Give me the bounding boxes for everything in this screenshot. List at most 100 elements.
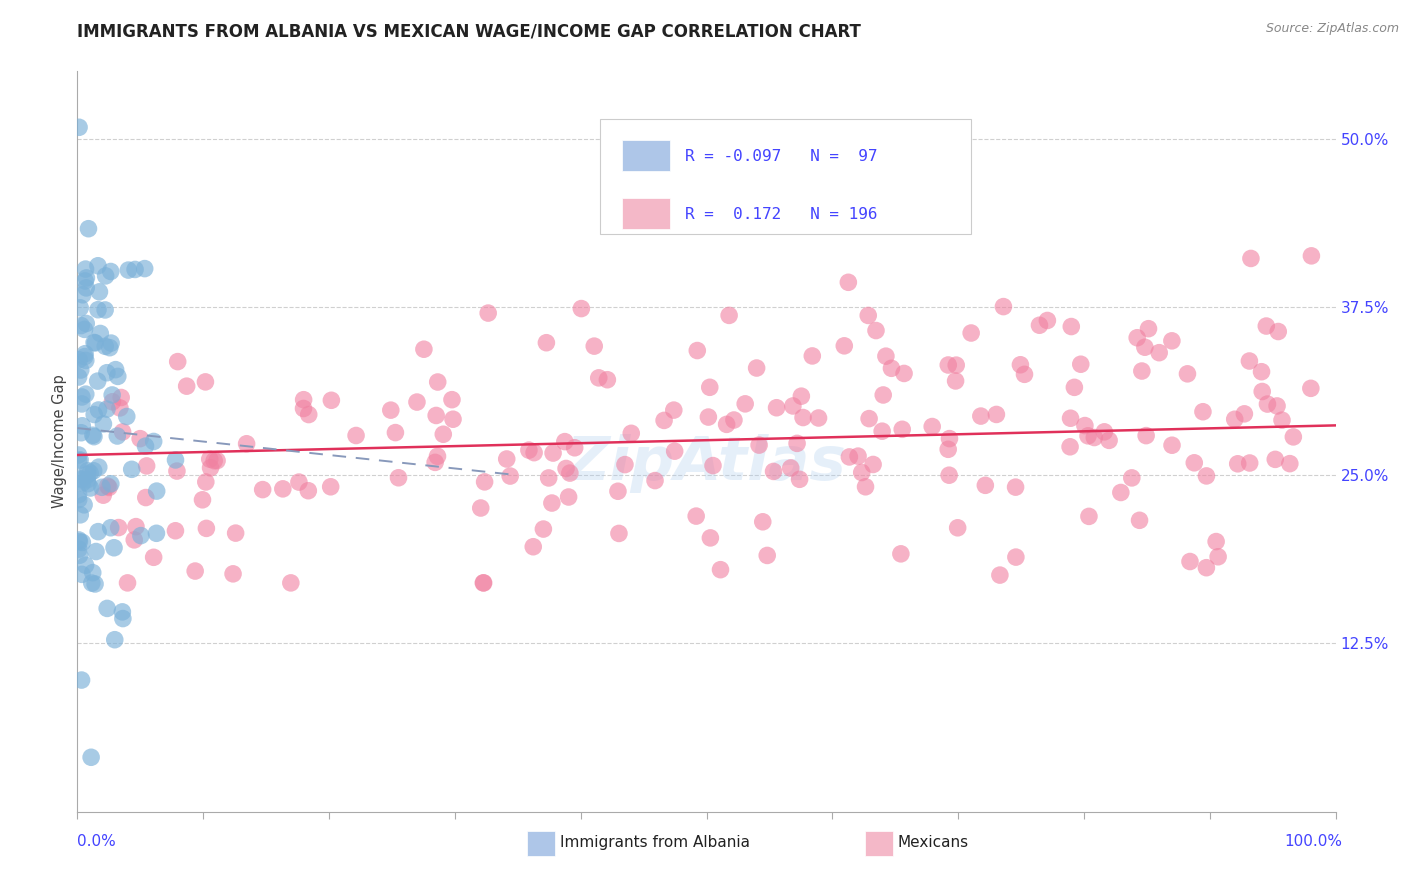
- Point: [702, 458, 724, 473]
- Point: [1226, 457, 1249, 471]
- Point: [723, 413, 745, 427]
- Point: [124, 262, 146, 277]
- Point: [100, 336, 122, 351]
- Point: [82, 566, 104, 580]
- Point: [83, 430, 105, 444]
- Point: [67, 453, 90, 467]
- Point: [69, 363, 91, 377]
- Point: [121, 462, 143, 476]
- Point: [75, 274, 97, 288]
- Point: [79, 466, 101, 480]
- Point: [69, 301, 91, 315]
- Point: [104, 362, 127, 376]
- Point: [75, 317, 97, 331]
- Point: [103, 541, 125, 555]
- Point: [107, 520, 129, 534]
- Point: [75, 387, 97, 401]
- Point: [202, 453, 225, 467]
- Point: [319, 480, 342, 494]
- Point: [558, 466, 581, 480]
- Point: [477, 306, 499, 320]
- Point: [100, 476, 122, 491]
- Point: [858, 411, 880, 425]
- Point: [98, 480, 121, 494]
- Point: [756, 549, 779, 563]
- Point: [129, 528, 152, 542]
- Point: [946, 521, 969, 535]
- Point: [105, 429, 128, 443]
- Point: [69, 548, 91, 562]
- Point: [90, 480, 112, 494]
- Point: [607, 484, 630, 499]
- Point: [94, 268, 117, 283]
- Point: [198, 452, 221, 467]
- Point: [142, 434, 165, 449]
- Point: [718, 309, 741, 323]
- Point: [1267, 325, 1289, 339]
- Point: [115, 409, 138, 424]
- Point: [87, 460, 110, 475]
- Point: [72, 475, 94, 490]
- Point: [1109, 485, 1132, 500]
- Point: [1301, 249, 1323, 263]
- Point: [1135, 428, 1157, 442]
- Point: [194, 475, 217, 489]
- Point: [734, 397, 756, 411]
- Point: [76, 464, 98, 478]
- Point: [70, 397, 93, 411]
- Point: [765, 401, 787, 415]
- Point: [523, 445, 546, 459]
- Point: [832, 339, 855, 353]
- Point: [1126, 331, 1149, 345]
- Point: [1195, 469, 1218, 483]
- Point: [890, 547, 912, 561]
- Point: [838, 450, 860, 464]
- Point: [862, 458, 884, 472]
- Point: [495, 452, 517, 467]
- Point: [134, 261, 156, 276]
- Point: [938, 468, 960, 483]
- Point: [1239, 354, 1261, 368]
- Point: [472, 575, 495, 590]
- Text: Source: ZipAtlas.com: Source: ZipAtlas.com: [1265, 22, 1399, 36]
- Point: [1005, 550, 1028, 565]
- Point: [384, 425, 406, 440]
- Point: [82, 428, 104, 442]
- Point: [84, 544, 107, 558]
- Point: [205, 453, 228, 467]
- Point: [135, 491, 157, 505]
- Point: [117, 575, 139, 590]
- Point: [165, 453, 187, 467]
- Point: [1282, 430, 1305, 444]
- Point: [321, 393, 343, 408]
- Point: [87, 302, 110, 317]
- Point: [89, 285, 111, 299]
- Point: [86, 374, 108, 388]
- Point: [541, 446, 564, 460]
- Point: [1271, 413, 1294, 427]
- Point: [620, 426, 643, 441]
- Point: [125, 519, 148, 533]
- Point: [790, 389, 813, 403]
- Point: [111, 611, 134, 625]
- Point: [936, 358, 959, 372]
- Point: [1130, 364, 1153, 378]
- Point: [522, 540, 544, 554]
- Point: [1256, 319, 1278, 334]
- Point: [425, 409, 447, 423]
- Point: [69, 453, 91, 467]
- Point: [499, 469, 522, 483]
- Point: [945, 358, 967, 372]
- Point: [801, 349, 824, 363]
- Point: [96, 402, 118, 417]
- Point: [588, 371, 610, 385]
- Point: [70, 673, 93, 687]
- Point: [1233, 407, 1256, 421]
- Point: [166, 354, 188, 368]
- Point: [67, 370, 90, 384]
- Point: [75, 347, 97, 361]
- Point: [662, 403, 685, 417]
- Point: [70, 390, 93, 404]
- Point: [644, 474, 666, 488]
- Point: [423, 455, 446, 469]
